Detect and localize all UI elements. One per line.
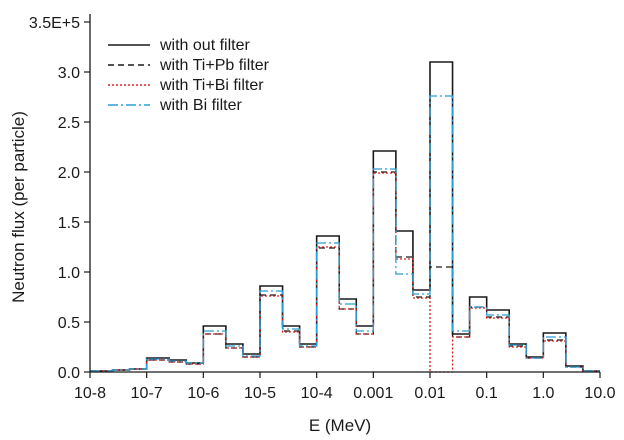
legend-label-2: with Ti+Pb filter	[159, 57, 270, 74]
series-line-2	[90, 171, 600, 372]
legend-label-1: with out filter	[159, 37, 250, 54]
y-tick-label: 3.0	[58, 65, 80, 82]
x-tick-label: 1.0	[532, 385, 554, 402]
x-tick-label: 10-5	[244, 385, 276, 402]
y-axis-title: Neutron flux (per particle)	[9, 111, 28, 303]
y-tick-label: 1.5	[58, 215, 80, 232]
legend-label-3: with Ti+Bi filter	[159, 77, 264, 94]
y-tick-label: 0.5	[58, 315, 80, 332]
series-line-3	[90, 172, 600, 373]
x-tick-label: 10-4	[301, 385, 333, 402]
x-tick-label: 10-8	[74, 385, 106, 402]
series-layer	[90, 61, 600, 373]
x-tick-label: 10.0	[584, 385, 615, 402]
axes-layer: 10-8 10-7 10-6 10-5 10-4 0.001 0.01 0.1 1.0 10.0 0…	[29, 14, 616, 402]
y-tick-label: 2.5	[58, 115, 80, 132]
x-axis-title: E (MeV)	[309, 416, 371, 435]
legend: with out filter with Ti+Pb filter with Ti+…	[108, 37, 270, 114]
x-tick-label: 0.001	[353, 385, 393, 402]
x-tick-label: 10-6	[187, 385, 219, 402]
y-tick-label: 0.0	[58, 365, 80, 382]
y-tick-label: 1.0	[58, 265, 80, 282]
series-line-4	[90, 95, 600, 372]
legend-label-4: with Bi filter	[159, 97, 242, 114]
x-tick-label: 0.01	[414, 385, 445, 402]
y-tick-label: 2.0	[58, 165, 80, 182]
series-line-1	[90, 61, 600, 372]
y-tick-label: 3.5E+5	[29, 15, 80, 32]
x-tick-label: 0.1	[476, 385, 498, 402]
x-tick-label: 10-7	[131, 385, 163, 402]
